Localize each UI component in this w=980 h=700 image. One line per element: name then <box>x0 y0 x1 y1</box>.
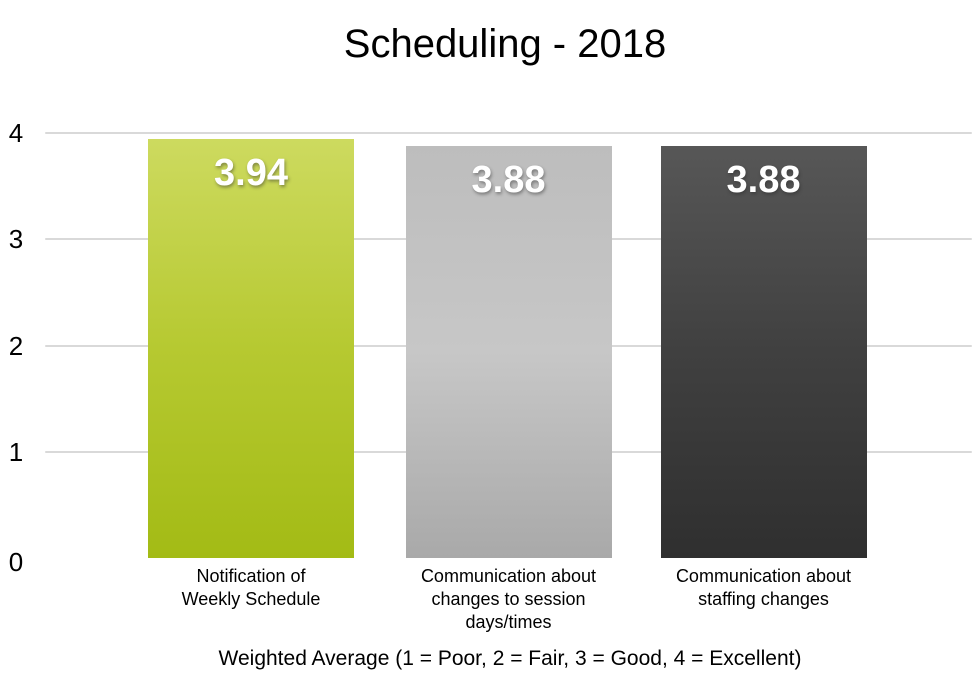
y-tick-label-1: 1 <box>8 436 24 467</box>
y-tick-label-3: 3 <box>8 224 24 255</box>
y-tick-label-4: 4 <box>8 118 24 148</box>
x-category-label: Communication about changes to session d… <box>420 566 597 632</box>
bar-value-label: 3.88 <box>471 158 546 201</box>
bar-value-label: 3.88 <box>726 158 801 201</box>
y-tick-label-2: 2 <box>8 330 24 361</box>
y-tick-label-0: 0 <box>8 547 24 577</box>
chart-title: Scheduling - 2018 <box>343 22 667 66</box>
x-category-label: Notification of Weekly Schedule <box>181 566 321 609</box>
bar-value-label: 3.94 <box>214 152 288 195</box>
gridline-y-4 <box>45 132 972 134</box>
x-axis-title: Weighted Average (1 = Poor, 2 = Fair, 3 … <box>218 647 802 670</box>
bar-3: 3.88 <box>660 145 867 558</box>
bar-2: 3.88 <box>405 145 612 558</box>
bar-1: 3.94 <box>148 139 354 558</box>
x-category-label: Communication about staffing changes <box>675 566 852 609</box>
